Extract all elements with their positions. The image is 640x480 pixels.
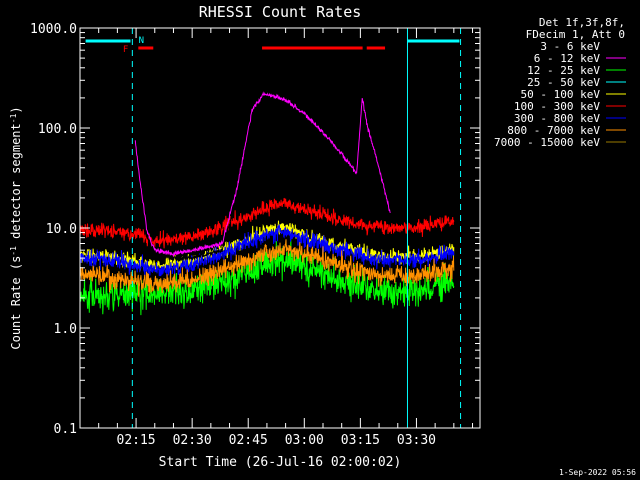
series-line: [135, 116, 391, 262]
y-tick-label: 10.0: [46, 222, 77, 237]
x-tick-label: 02:15: [117, 433, 156, 448]
legend-entry-label: 50 - 100 keV: [521, 88, 601, 101]
y-tick-label: 0.1: [54, 422, 77, 437]
series-line: [134, 91, 391, 257]
y-axis-label-part: Count Rate (s: [9, 256, 23, 350]
legend-entry-label: 300 - 800 keV: [514, 112, 600, 125]
flag-n-label: N: [139, 36, 144, 46]
series-line: [79, 224, 455, 277]
legend-entry-label: 3 - 6 keV: [540, 40, 600, 53]
x-tick-label: 03:15: [341, 433, 380, 448]
legend-entry-label: 25 - 50 keV: [527, 76, 600, 89]
chart-title: RHESSI Count Rates: [199, 3, 362, 21]
legend-entry-label: 12 - 25 keV: [527, 64, 600, 77]
legend-header: Det 1f,3f,8f,: [539, 16, 625, 29]
legend-header: FDecim 1, Att 0: [526, 28, 625, 41]
x-axis-label: Start Time (26-Jul-16 02:00:02): [159, 455, 402, 470]
legend-entry-label: 7000 - 15000 keV: [494, 136, 600, 149]
x-tick-label: 03:00: [285, 433, 324, 448]
series-line: [79, 197, 455, 249]
x-axis: 02:15 02:30 02:45 03:00 03:15 03:30: [79, 28, 474, 448]
y-tick-label: 100.0: [38, 122, 77, 137]
x-tick-label: 02:45: [229, 433, 268, 448]
footer-timestamp: 1-Sep-2022 05:56: [559, 468, 636, 477]
x-tick-label: 02:30: [173, 433, 212, 448]
y-axis: 0.1 1.0 10.0 100.0 1000.0: [30, 22, 480, 437]
y-tick-label: 1000.0: [30, 22, 77, 37]
flag-f-label: F: [123, 45, 128, 55]
y-axis-label-part: ): [9, 106, 23, 113]
y-tick-label: 1.0: [54, 322, 77, 337]
legend-entry-label: 6 - 12 keV: [534, 52, 601, 65]
series-line: [79, 239, 455, 297]
legend-entry-label: 800 - 7000 keV: [507, 124, 600, 137]
y-axis-label-part: detector segment: [9, 123, 23, 246]
plot-area: FN: [79, 28, 462, 428]
y-axis-label: Count Rate (s-1 detector segment-1): [9, 106, 23, 349]
y-axis-label-part: -1: [9, 113, 18, 123]
legend-entry-label: 100 - 300 keV: [514, 100, 600, 113]
y-axis-label-part: -1: [9, 246, 18, 256]
x-tick-label: 03:30: [397, 433, 436, 448]
